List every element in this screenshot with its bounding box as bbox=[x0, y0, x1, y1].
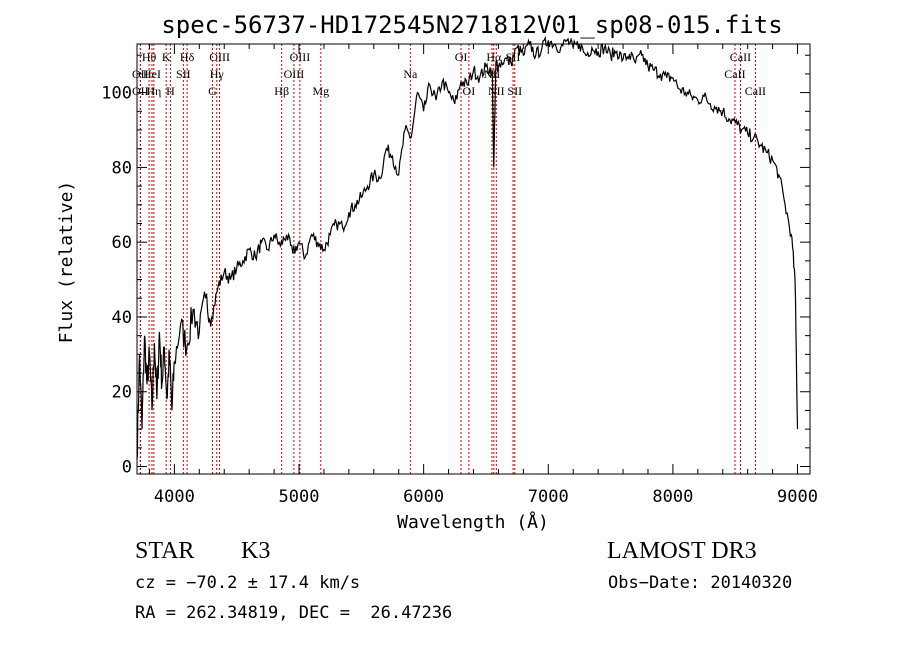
line-marker-label-9: OIII bbox=[209, 50, 230, 64]
line-marker-label-6: H bbox=[166, 84, 175, 98]
x-tick-label-4000: 4000 bbox=[154, 487, 195, 507]
y-tick-label-80: 80 bbox=[112, 158, 132, 178]
line-marker-label-25: CaII bbox=[724, 67, 745, 81]
line-marker-label-0: Hθ bbox=[142, 50, 157, 64]
coordinates: RA = 262.34819, DEC = 26.47236 bbox=[135, 603, 453, 623]
line-marker-label-16: Na bbox=[403, 67, 418, 81]
line-marker-label-7: SII bbox=[176, 67, 191, 81]
line-marker-label-18: OI bbox=[463, 84, 476, 98]
y-tick-label-40: 40 bbox=[112, 308, 132, 328]
x-tick-label-8000: 8000 bbox=[652, 487, 693, 507]
plot-frame bbox=[136, 43, 811, 475]
line-marker-label-4: Hη bbox=[146, 84, 161, 98]
line-marker-label-24: CaII bbox=[730, 50, 751, 64]
object-subclass: K3 bbox=[241, 538, 271, 564]
object-class: STAR bbox=[135, 538, 195, 564]
x-tick-label-6000: 6000 bbox=[403, 487, 444, 507]
line-markers: HθOIIHeIOIIHηKHSIIHδOIIIHγGOIIIOIIIHβMgN… bbox=[132, 44, 766, 474]
line-marker-label-19: Hα bbox=[486, 50, 502, 64]
line-marker-label-15: Mg bbox=[312, 84, 329, 98]
line-marker-label-11: G bbox=[208, 84, 217, 98]
line-marker-label-10: Hγ bbox=[210, 67, 225, 81]
line-marker-label-21: NII bbox=[488, 84, 505, 98]
line-marker-label-23: SII bbox=[507, 84, 522, 98]
line-marker-label-17: OI bbox=[455, 50, 468, 64]
y-axis-label: Flux (relative) bbox=[56, 181, 77, 344]
redshift-velocity: cz = −70.2 ± 17.4 km/s bbox=[135, 573, 361, 593]
y-tick-label-20: 20 bbox=[112, 383, 132, 403]
line-marker-label-13: OIII bbox=[284, 67, 305, 81]
x-tick-label-9000: 9000 bbox=[777, 487, 818, 507]
line-marker-label-8: Hδ bbox=[180, 50, 195, 64]
axis-ticks: 4000 5000 6000 7000 8000 9000 0 20 40 60 80 100 bbox=[101, 44, 818, 507]
x-tick-label-5000: 5000 bbox=[279, 487, 320, 507]
chart-title: spec-56737-HD172545N271812V01_sp08-015.f… bbox=[161, 11, 782, 39]
line-marker-label-12: OIII bbox=[290, 50, 311, 64]
y-tick-label-60: 60 bbox=[112, 233, 132, 253]
x-tick-label-7000: 7000 bbox=[528, 487, 569, 507]
line-marker-label-5: K bbox=[162, 50, 171, 64]
line-marker-label-2: HeI bbox=[143, 67, 161, 81]
line-marker-label-14: Hβ bbox=[274, 84, 289, 98]
survey-label: LAMOST DR3 bbox=[607, 538, 757, 564]
observation-date: Obs−Date: 20140320 bbox=[608, 573, 793, 593]
line-marker-label-26: CaII bbox=[745, 84, 766, 98]
x-axis-label: Wavelength (Å) bbox=[397, 511, 549, 533]
spectrum-series-line bbox=[136, 35, 799, 460]
y-tick-label-0: 0 bbox=[122, 458, 132, 478]
y-tick-label-100: 100 bbox=[101, 84, 132, 104]
line-marker-label-3: OII bbox=[132, 84, 149, 98]
